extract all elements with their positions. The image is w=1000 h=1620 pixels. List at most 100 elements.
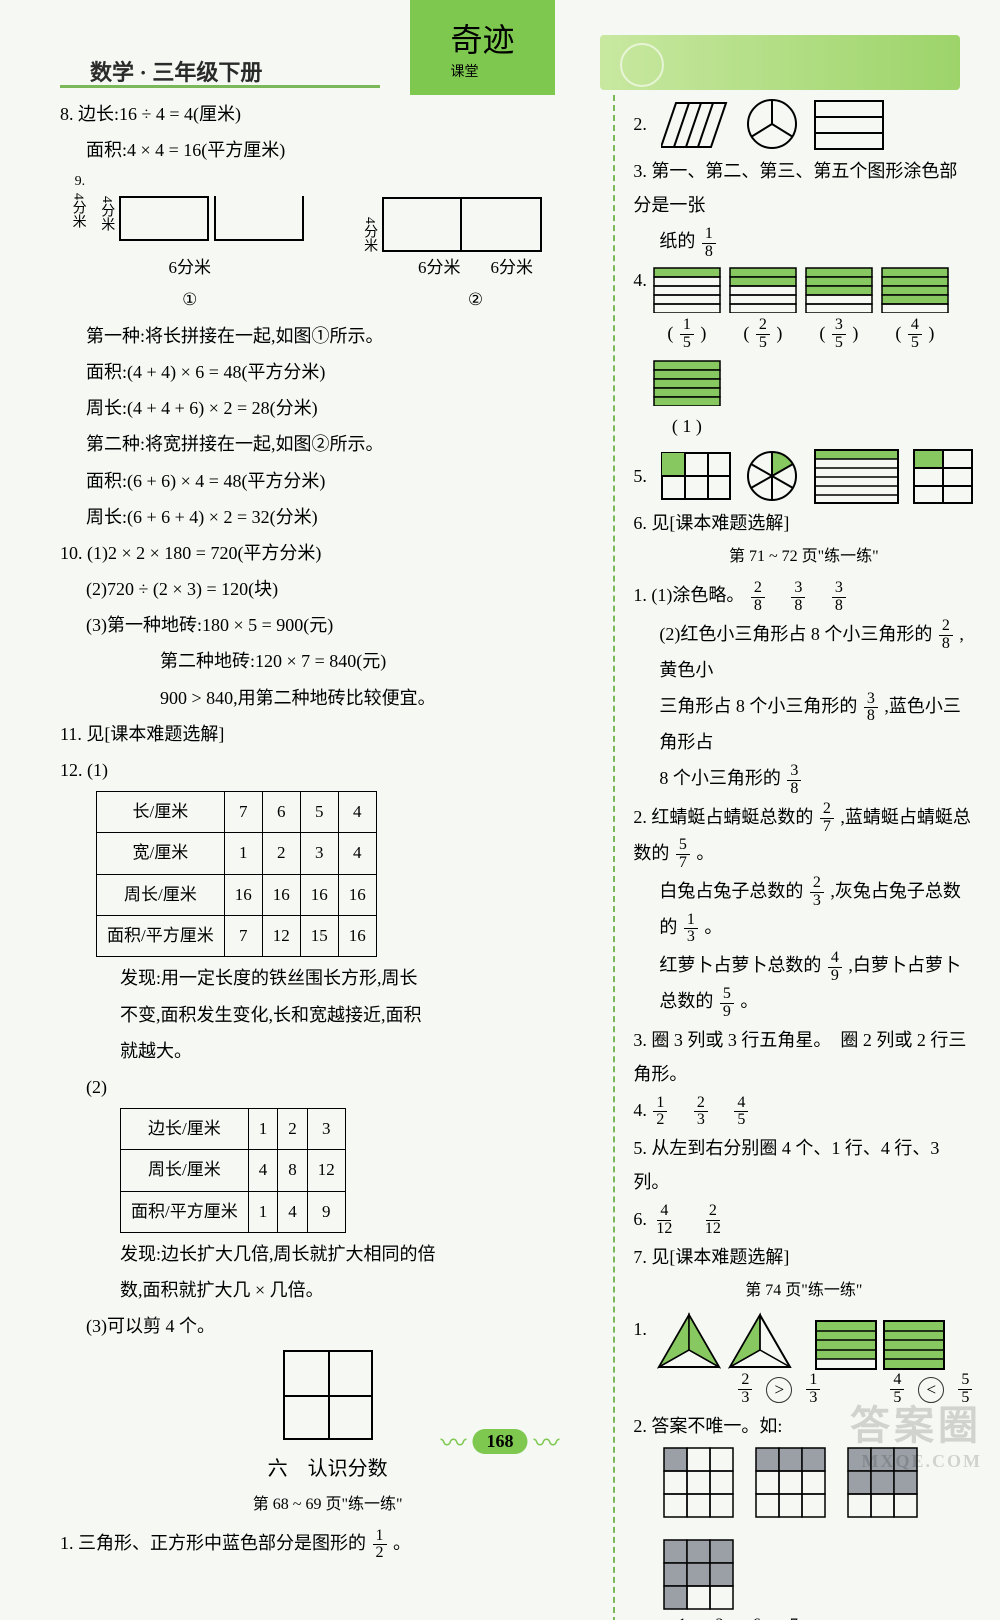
frac-2-3b: 23 [694,1095,708,1130]
frac-5-7: 57 [676,837,690,872]
q9-d2-circ: ② [468,284,483,316]
q9-l2: 面积:(4 + 4) × 6 = 48(平方分米) [60,355,595,389]
header-underline [60,85,380,88]
rect-6rows-icon [814,449,899,504]
r1-c: 三角形占 8 个小三角形的 38 ,蓝色小三角形占 [633,689,974,759]
table-cell: 周长/厘米 [97,874,225,915]
q9-l1: 第一种:将长拼接在一起,如图①所示。 [60,319,595,353]
q4-label: ( 15 ) [667,316,706,352]
chain-frac: 19 [675,1617,689,1620]
chain-frac: 39 [713,1617,727,1620]
q4-label: ( 1 ) [672,409,702,443]
q10-l5: 900 > 840,用第二种地砖比较便宜。 [60,681,595,715]
p2-grid-1 [663,1447,735,1519]
r2-c3: 。 [740,991,758,1011]
page-header: 数学 · 三年级下册 奇迹 课堂 [0,0,1000,95]
circle-sixths-icon [745,449,800,504]
sec6-q1: 1. 三角形、正方形中蓝色部分是图形的 12 。 [60,1526,595,1562]
q4-bar-4: ( 45 ) [881,267,949,352]
right-column: 2. 3. 第一、第二、第三、第五个图形涂色部分是一张 [615,95,984,1620]
r1-a-text: 1. (1)涂色略。 [633,585,744,605]
r-q2: 2. [633,97,974,152]
q4-bar-2: ( 25 ) [729,267,797,352]
grid-2x3b-icon [913,449,973,504]
parallelogram-icon [661,100,731,150]
table-cell: 3 [300,833,338,874]
frac-1-2: 12 [653,1095,667,1130]
q9-l3: 周长:(4 + 4 + 6) × 2 = 28(分米) [60,391,595,425]
q9-diagrams: 4分米 9. 4分米 6分米 ① [64,169,595,316]
table-cell: 16 [262,874,300,915]
triangle-2-3-icon [657,1312,722,1370]
r-q5: 5. [633,449,974,504]
q9-rect2a [382,197,462,252]
table-cell: 7 [224,916,262,957]
r-sub1: 第 71 ~ 72 页"练一练" [633,542,974,572]
q12-f3: 就越大。 [60,1034,595,1068]
table-cell: 16 [338,874,376,915]
table-2: 边长/厘米123周长/厘米4812面积/平方厘米149 [120,1108,346,1233]
q4-bar-1: ( 15 ) [653,267,721,352]
left-column: 8. 边长:16 ÷ 4 = 4(厘米) 面积:4 × 4 = 16(平方厘米)… [50,95,615,1620]
section6-sub: 第 68 ~ 69 页"练一练" [60,1490,595,1520]
q12-label: 12. (1) [60,760,108,780]
p1-num: 1. [633,1312,647,1346]
bar-5-5-icon [883,1320,945,1370]
q9-d1-vlabel2: 4分米 [93,196,120,252]
table-cell: 15 [300,916,338,957]
q9-d1-circ: ① [182,284,197,316]
table-cell: 1 [224,833,262,874]
table-cell: 4 [338,833,376,874]
fraction-1-8: 18 [702,226,716,261]
table-cell: 16 [224,874,262,915]
chain-frac: 79 [787,1617,801,1620]
table-cell: 8 [278,1150,308,1191]
table-cell: 16 [338,916,376,957]
r-q5-num: 5. [633,459,647,493]
page-body: 8. 边长:16 ÷ 4 = 4(厘米) 面积:4 × 4 = 16(平方厘米)… [0,95,1000,1620]
page-number-value: 168 [473,1429,528,1454]
p1: 1. [633,1312,974,1370]
r-q3: 3. 第一、第二、第三、第五个图形涂色部分是一张 [633,154,974,222]
q9-d1-hlabel: 6分米 [169,252,212,284]
p2-chain: 19 < 39 < 69 < 79 [673,1615,974,1620]
watermark: 答案圈 MXQE.COM [850,1393,982,1472]
frac-4-5: 45 [734,1095,748,1130]
sec6-q1-end: 。 [393,1533,411,1553]
r1-c-text: 三角形占 8 个小三角形的 [659,696,857,716]
q11: 11. 见[课本难题选解] [60,717,595,751]
r4: 4. 12 23 45 [633,1093,974,1129]
p2-grid-4 [663,1539,735,1611]
grid-2x3-icon [661,452,731,500]
q12-2: (2) [60,1077,107,1097]
table-cell: 周长/厘米 [121,1150,249,1191]
r1-d: 8 个小三角形的 38 [633,761,974,797]
q8-line1: 8. 边长:16 ÷ 4 = 4(厘米) [60,97,595,131]
r2-a-text: 2. 红蜻蜓占蜻蜓总数的 [633,807,813,827]
swirl-right-icon: 〰 [534,1423,560,1460]
chain-frac: 69 [750,1617,764,1620]
frac-2-8b: 28 [939,618,953,653]
q10-l3: (3)第一种地砖:180 × 5 = 900(元) [60,608,595,642]
frac-2-8: 28 [751,580,765,615]
r2-b: 白兔占兔子总数的 23 ,灰兔占兔子总数的 13 。 [633,874,974,946]
q12-f5: 数,面积就扩大几 × 几倍。 [60,1273,595,1307]
table-cell: 9 [307,1191,345,1232]
r-q3b-text: 纸的 [659,231,695,251]
table-cell: 16 [300,874,338,915]
r2-c-text: 红萝卜占萝卜总数的 [659,955,821,975]
watermark-small: MXQE.COM [850,1451,982,1472]
table-cell: 4 [278,1191,308,1232]
table-cell: 面积/平方厘米 [121,1191,249,1232]
q4-bar-3: ( 35 ) [805,267,873,352]
q10-l2: (2)720 ÷ (2 × 3) = 120(块) [60,572,595,606]
bar-4-5-icon [815,1320,877,1370]
triangle-1-3-icon [728,1312,793,1370]
frac-2-7: 27 [820,801,834,836]
q9-l6: 周长:(6 + 6 + 4) × 2 = 32(分米) [60,500,595,534]
r2-b3: 。 [704,917,722,937]
r3: 3. 圈 3 列或 3 行五角星。 圈 2 列或 2 行三角形。 [633,1023,974,1091]
table-cell: 边长/厘米 [121,1109,249,1150]
q9-rect1a [119,196,209,241]
table-cell: 1 [248,1109,278,1150]
